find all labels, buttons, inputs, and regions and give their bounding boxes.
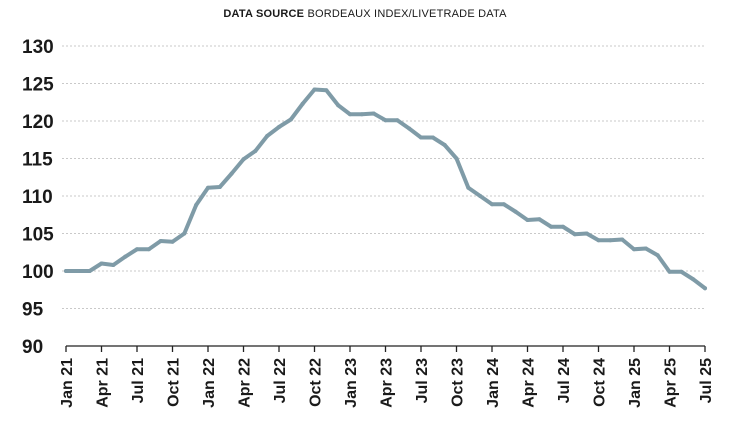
data-point [371,111,376,116]
data-point [703,286,707,291]
data-point [501,202,506,207]
x-tick-label: Jul 22 [272,358,289,403]
data-point [182,231,187,236]
y-tick-label-130: 130 [22,37,54,58]
data-point [525,218,530,222]
y-tick-label-105: 105 [22,225,54,246]
data-point [348,112,352,117]
data-point [158,239,163,243]
data-point [87,269,92,273]
data-point [111,263,116,267]
data-point [430,135,435,140]
x-tick-label: Apr 24 [521,358,538,408]
y-tick-label-125: 125 [22,75,54,96]
data-point [324,88,329,93]
x-tick-label: Jan 23 [343,358,360,408]
data-point [194,203,199,207]
x-tick-label: Jan 25 [627,358,644,408]
data-point [336,103,341,108]
x-tick-label: Jul 25 [698,358,715,403]
data-source-note: DATA SOURCE BORDEAUX INDEX/LIVETRADE DAT… [0,8,730,20]
data-point [229,171,234,176]
x-tick-label: Jul 21 [130,358,147,403]
y-tick-label-110: 110 [22,187,53,208]
x-tick-label: Jan 24 [485,358,502,408]
x-tick-label: Oct 24 [592,358,609,407]
data-point [537,217,542,222]
data-point [490,202,494,207]
data-source-label: DATA SOURCE [223,8,305,20]
data-point [146,247,151,252]
data-point [632,247,636,252]
x-tick-label: Jul 24 [556,358,573,403]
x-tick-label: Apr 25 [663,358,680,408]
x-tick-label: Jan 22 [201,358,218,408]
y-tick-label-120: 120 [22,112,54,133]
data-point [407,126,412,131]
data-source-text: BORDEAUX INDEX/LIVETRADE DATA [307,8,507,20]
data-point [217,185,222,189]
data-point [596,238,601,243]
data-point [253,149,258,153]
data-point [513,209,518,214]
data-point [466,185,471,190]
data-point [312,87,317,92]
data-point [135,247,139,252]
x-tick-label: Apr 21 [95,358,112,408]
y-tick-label-90: 90 [22,337,43,358]
data-point [667,269,672,274]
data-point [395,118,400,123]
x-tick-label: Oct 21 [166,358,183,407]
y-tick-label-115: 115 [22,150,53,171]
data-point [478,194,483,198]
data-point [691,277,696,282]
data-point [454,156,459,161]
data-point [265,134,270,138]
x-tick-label: Jul 23 [414,358,431,403]
data-point [620,237,625,242]
data-point [549,224,554,229]
y-tick-label-100: 100 [22,262,54,283]
data-point [572,232,577,237]
data-point [99,261,104,266]
data-point [608,238,613,243]
data-point [679,269,684,274]
data-point [241,157,246,162]
data-point [170,239,175,244]
data-point [75,269,80,273]
data-point [419,135,423,140]
data-point [561,224,565,229]
data-point [584,231,589,236]
data-point [300,101,305,106]
data-point [206,185,210,190]
x-tick-label: Jan 21 [59,358,76,408]
x-tick-label: Apr 22 [237,358,254,408]
y-tick-label-95: 95 [22,300,44,321]
data-point [442,143,447,147]
data-point [383,118,388,123]
data-point [277,125,281,129]
x-tick-label: Oct 22 [308,358,325,407]
data-point [359,112,364,117]
data-point [64,269,68,273]
data-point [288,117,293,122]
data-point [123,254,128,259]
x-tick-label: Apr 23 [379,358,396,408]
x-tick-label: Oct 23 [450,358,467,407]
data-point [643,246,648,251]
data-point [655,253,660,258]
